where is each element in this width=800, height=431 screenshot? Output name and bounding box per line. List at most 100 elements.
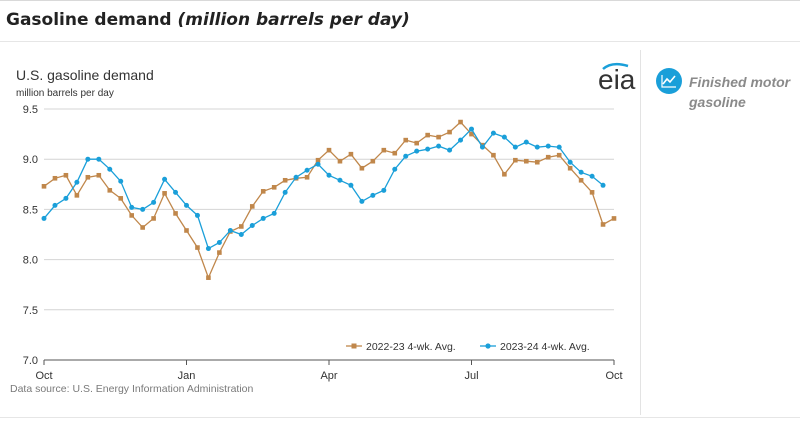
data-point (512, 144, 518, 150)
title-divider (0, 41, 800, 42)
series-1 (41, 119, 617, 280)
data-point (315, 157, 321, 163)
data-point (140, 206, 146, 212)
data-point (589, 190, 595, 195)
data-point (502, 171, 507, 177)
data-point (436, 134, 441, 140)
data-point (271, 185, 277, 190)
data-point (513, 157, 518, 163)
data-point (600, 222, 606, 227)
y-tick-label: 7.0 (23, 355, 38, 367)
data-point (392, 150, 398, 156)
data-point (304, 167, 310, 173)
data-point (501, 134, 507, 140)
data-point (381, 187, 387, 193)
y-tick-label: 8.0 (23, 255, 38, 267)
data-point (611, 216, 617, 221)
chart-title: U.S. gasoline demand (16, 67, 154, 83)
data-point (469, 126, 474, 132)
data-point (173, 211, 178, 216)
data-point (151, 216, 156, 221)
data-point (162, 176, 168, 182)
data-point (348, 182, 354, 188)
legend: 2022-23 4-wk. Avg. 2023-24 4-wk. Avg. (346, 341, 590, 353)
data-point (205, 246, 211, 252)
data-point (227, 227, 233, 233)
gasoline-demand-chart: 9.5 9.0 8.5 8.0 7.5 7.0 Oct Jan Apr Jul Oct U.S. g… (10, 62, 636, 395)
data-point (556, 144, 562, 150)
x-tick-label: Jul (464, 370, 478, 382)
data-point (217, 250, 222, 255)
data-point (107, 188, 113, 193)
data-point (282, 177, 288, 183)
data-point (239, 224, 244, 229)
data-point (578, 169, 584, 175)
data-point (162, 191, 167, 196)
data-point (140, 225, 145, 230)
data-point (534, 144, 540, 150)
data-point (85, 156, 91, 162)
data-point (238, 232, 244, 237)
data-point (403, 153, 409, 159)
legend-label: 2022-23 4-wk. Avg. (366, 341, 456, 353)
page-title-main: Gasoline demand (6, 10, 172, 30)
data-point (447, 147, 453, 153)
data-point (96, 172, 102, 178)
x-tick-label: Apr (320, 370, 337, 382)
data-point (194, 212, 200, 218)
x-tick-label: Oct (605, 370, 622, 382)
data-point (523, 139, 529, 145)
data-point (589, 173, 595, 179)
data-point (85, 174, 91, 180)
x-tick-label: Oct (35, 370, 52, 382)
data-point (206, 275, 211, 280)
data-point (151, 199, 157, 205)
data-point (403, 137, 409, 143)
top-rule (0, 0, 800, 1)
data-point (52, 175, 58, 181)
data-point (129, 213, 134, 218)
data-point (315, 161, 321, 167)
data-point (96, 156, 102, 162)
data-point (414, 148, 420, 154)
chart-panel: 9.5 9.0 8.5 8.0 7.5 7.0 Oct Jan Apr Jul Oct U.S. g… (0, 44, 640, 414)
data-point (359, 198, 365, 204)
axis-layer: 9.5 9.0 8.5 8.0 7.5 7.0 Oct Jan Apr Jul Oct (23, 104, 623, 382)
data-point (260, 215, 266, 221)
legend-marker (351, 343, 357, 349)
data-point (359, 165, 365, 171)
series-line (43, 121, 615, 280)
data-point (567, 159, 573, 165)
y-tick-label: 7.5 (23, 305, 38, 317)
data-point (534, 159, 540, 165)
y-tick-label: 9.0 (23, 154, 38, 166)
data-point (337, 158, 343, 164)
data-point (479, 144, 485, 150)
data-point (173, 189, 179, 195)
data-point (600, 182, 606, 188)
data-point (249, 222, 255, 228)
eia-logo-swoosh-icon (602, 62, 629, 70)
data-point (41, 215, 47, 221)
data-point (545, 154, 551, 160)
y-axis-label: million barrels per day (16, 88, 114, 99)
legend-marker (485, 343, 491, 349)
data-point (348, 151, 354, 157)
data-point (184, 202, 189, 208)
data-point (524, 158, 529, 164)
bottom-rule (0, 417, 800, 418)
y-tick-label: 8.5 (23, 204, 38, 216)
data-point (260, 189, 266, 194)
data-point (545, 143, 551, 149)
data-point (74, 193, 80, 198)
data-point (490, 130, 496, 136)
data-point (282, 189, 288, 195)
data-point (414, 140, 419, 146)
data-point (74, 179, 80, 185)
data-source: Data source: U.S. Energy Information Adm… (10, 383, 254, 395)
data-point (491, 152, 496, 158)
sidebar-divider (640, 50, 641, 415)
data-point (118, 196, 124, 201)
data-point (304, 174, 310, 180)
data-point (118, 178, 124, 184)
